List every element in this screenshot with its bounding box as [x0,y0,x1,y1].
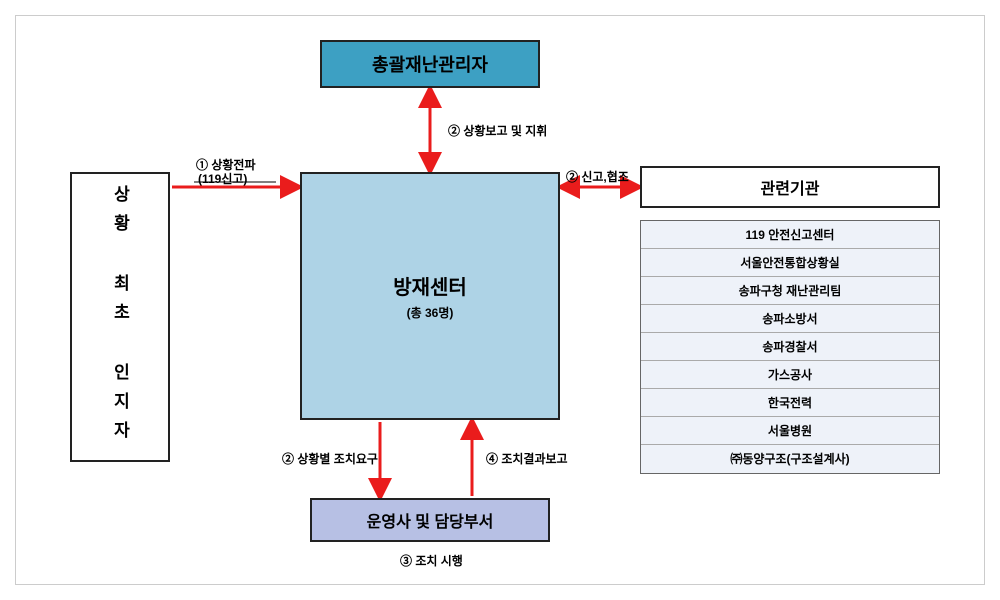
org-list-row: 119 안전신고센터 [641,221,939,249]
arrow-label-down-right: ④ 조치결과보고 [486,450,568,467]
diagram-canvas: 상황 최초 인지자 총괄재난관리자 방재센터 (총 36명) 운영사 및 담당부… [0,0,1000,600]
arrow-label-down-left: ② 상황별 조치요구 [282,450,378,467]
org-list-row: 송파경찰서 [641,333,939,361]
org-list-row: 한국전력 [641,389,939,417]
org-list-row: 가스공사 [641,361,939,389]
box-disaster-center: 방재센터 (총 36명) [300,172,560,420]
box-center-subtitle: (총 36명) [407,304,454,321]
org-list-row: 서울병원 [641,417,939,445]
org-list-row: 서울안전통합상황실 [641,249,939,277]
arrow-label-left-line2: (119신고) [198,170,247,187]
related-agencies-list: 119 안전신고센터서울안전통합상황실송파구청 재난관리팀송파소방서송파경찰서가… [640,220,940,474]
box-bottom-label: 운영사 및 담당부서 [367,508,494,532]
box-operator-department: 운영사 및 담당부서 [310,498,550,542]
box-chief-label: 총괄재난관리자 [372,51,488,77]
arrow-label-center-right: ② 신고,협조 [566,168,629,185]
org-list-row: ㈜동양구조(구조설계사) [641,445,939,473]
box-right-header-label: 관련기관 [761,175,820,199]
box-initial-reporter-label: 상황 최초 인지자 [108,185,133,450]
bottom-caption: ③ 조치 시행 [400,552,463,569]
box-chief-disaster-manager: 총괄재난관리자 [320,40,540,88]
box-related-agencies-header: 관련기관 [640,166,940,208]
org-list-row: 송파구청 재난관리팀 [641,277,939,305]
org-list-row: 송파소방서 [641,305,939,333]
box-initial-reporter: 상황 최초 인지자 [70,172,170,462]
box-center-title: 방재센터 [393,271,467,300]
arrow-label-top-center: ② 상황보고 및 지휘 [448,122,547,139]
